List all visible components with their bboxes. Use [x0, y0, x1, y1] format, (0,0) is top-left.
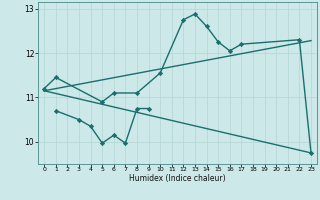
- X-axis label: Humidex (Indice chaleur): Humidex (Indice chaleur): [129, 174, 226, 183]
